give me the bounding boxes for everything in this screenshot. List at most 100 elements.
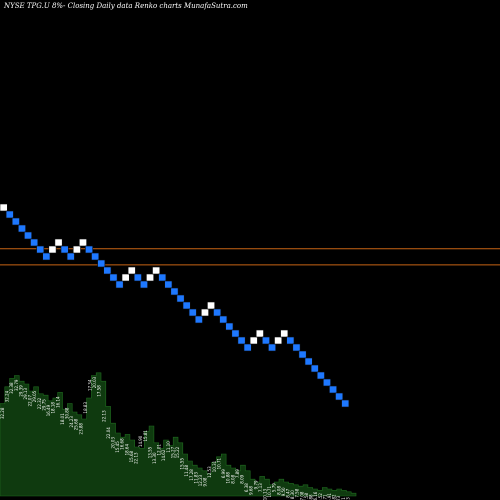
volume-label: 18.64 [124,444,129,456]
volume-label: 8.09 [240,474,245,483]
volume-label: 7.89 [235,469,240,478]
volume-label: 11.83 [193,472,198,484]
renko-brick-down [176,294,185,303]
volume-label: 13.30 [152,452,157,464]
renko-brick-up [207,301,215,310]
renko-brick-down [103,266,112,275]
volume-label: 23.88 [78,423,83,435]
volume-label: 8.08 [276,486,281,495]
volume-label: 12.23 [198,474,203,486]
renko-brick-down [310,364,319,373]
volume-label: 22.04 [106,427,111,439]
renko-brick-up [152,266,161,275]
renko-brick-down [213,308,222,317]
renko-brick-down [268,343,276,352]
volume-label: 6.38 [244,483,249,492]
volume-label: 18.18 [51,402,56,414]
volume-label: 16.49 [46,404,51,416]
volume-label: 7.13 [258,483,263,492]
volume-label: 9.50 [281,487,286,496]
volume-label: 29.39 [18,385,23,397]
renko-brick-down [30,238,39,247]
renko-brick-down [243,343,252,352]
renko-brick-up [255,329,264,338]
renko-brick-down [182,301,191,310]
renko-brick-down [158,273,167,282]
volume-label: 14.90 [138,435,143,447]
renko-brick-down [140,280,148,289]
volume-label: 18.01 [60,413,65,425]
renko-brick-down [17,224,26,233]
volume-label: 24.23 [69,416,74,428]
volume-label: 18.83 [83,402,88,414]
renko-brick-down [115,280,124,289]
renko-brick-down [24,231,32,240]
volume-label: 32.38 [9,382,14,394]
volume-label: 9.79 [253,480,258,489]
volume-label: 17.34 [88,379,93,391]
renko-brick-up [121,273,130,282]
chart-title: NYSE TPG.U 8%- Closing Daily data Renko … [4,2,248,10]
volume-label: 3.52 [318,493,323,500]
renko-brick-down [11,217,20,226]
renko-brick-down [316,371,325,380]
renko-brick-down [188,308,197,317]
volume-label: 22.32 [37,397,42,409]
renko-bricks [0,203,350,408]
renko-brick-up [274,336,283,345]
volume-label: 7.58 [295,488,300,497]
renko-brick-down [66,252,75,261]
volume-label: 1.23 [345,497,350,500]
volume-label: 16.68 [120,438,125,450]
volume-label: 32.24 [5,390,10,402]
volume-label: 29.13 [23,388,28,400]
renko-brick-down [194,315,203,324]
volume-label: 29.75 [41,399,46,411]
volume-label: 16.14 [55,396,60,408]
volume-label: 22.13 [101,410,106,422]
renko-brick-up [79,238,87,247]
volume-label: 5.79 [272,483,277,492]
renko-brick-down [60,245,69,254]
volume-label: 7.08 [299,491,304,500]
renko-brick-down [5,210,14,219]
renko-brick-down [97,259,106,268]
renko-brick-down [133,273,142,282]
volume-label: 15.45 [115,441,120,453]
renko-brick-down [42,252,51,261]
volume-label: 13.55 [147,446,152,458]
volume-label: 12.53 [207,466,212,478]
volume-label: 7.88 [309,494,314,500]
volume-label: 3.73 [336,495,341,500]
volume-label: 20.03 [92,376,97,388]
volume-label: 7.82 [332,494,337,500]
volume-label: 11.10 [166,441,171,453]
volume-label: 22.13 [134,452,139,464]
renko-brick-up [127,266,136,275]
renko-brick-down [341,399,350,408]
renko-brick-down [85,245,94,254]
volume-label: 20.03 [111,437,116,449]
renko-brick-down [36,245,45,254]
volume-label: 15.27 [170,446,175,458]
renko-brick-down [170,287,179,296]
reference-lines [0,248,500,266]
renko-brick-down [298,350,307,359]
renko-brick-up [201,308,209,317]
volume-label: 10.13 [263,488,268,500]
volume-label: 10.88 [226,472,231,484]
volume-label: 7.58 [304,492,309,500]
volume-label: 17.58 [97,385,102,397]
renko-brick-down [225,322,234,331]
volume-area-path [0,372,357,497]
renko-brick-down [231,329,240,338]
renko-brick-down [329,385,337,394]
volume-label: 8.30 [290,490,295,499]
volume-label: 6.11 [341,497,346,500]
renko-brick-up [146,273,154,282]
volume-label: 29.05 [32,390,37,402]
volume-label: 11.48 [184,465,189,477]
volume-label: 25.68 [74,418,79,430]
